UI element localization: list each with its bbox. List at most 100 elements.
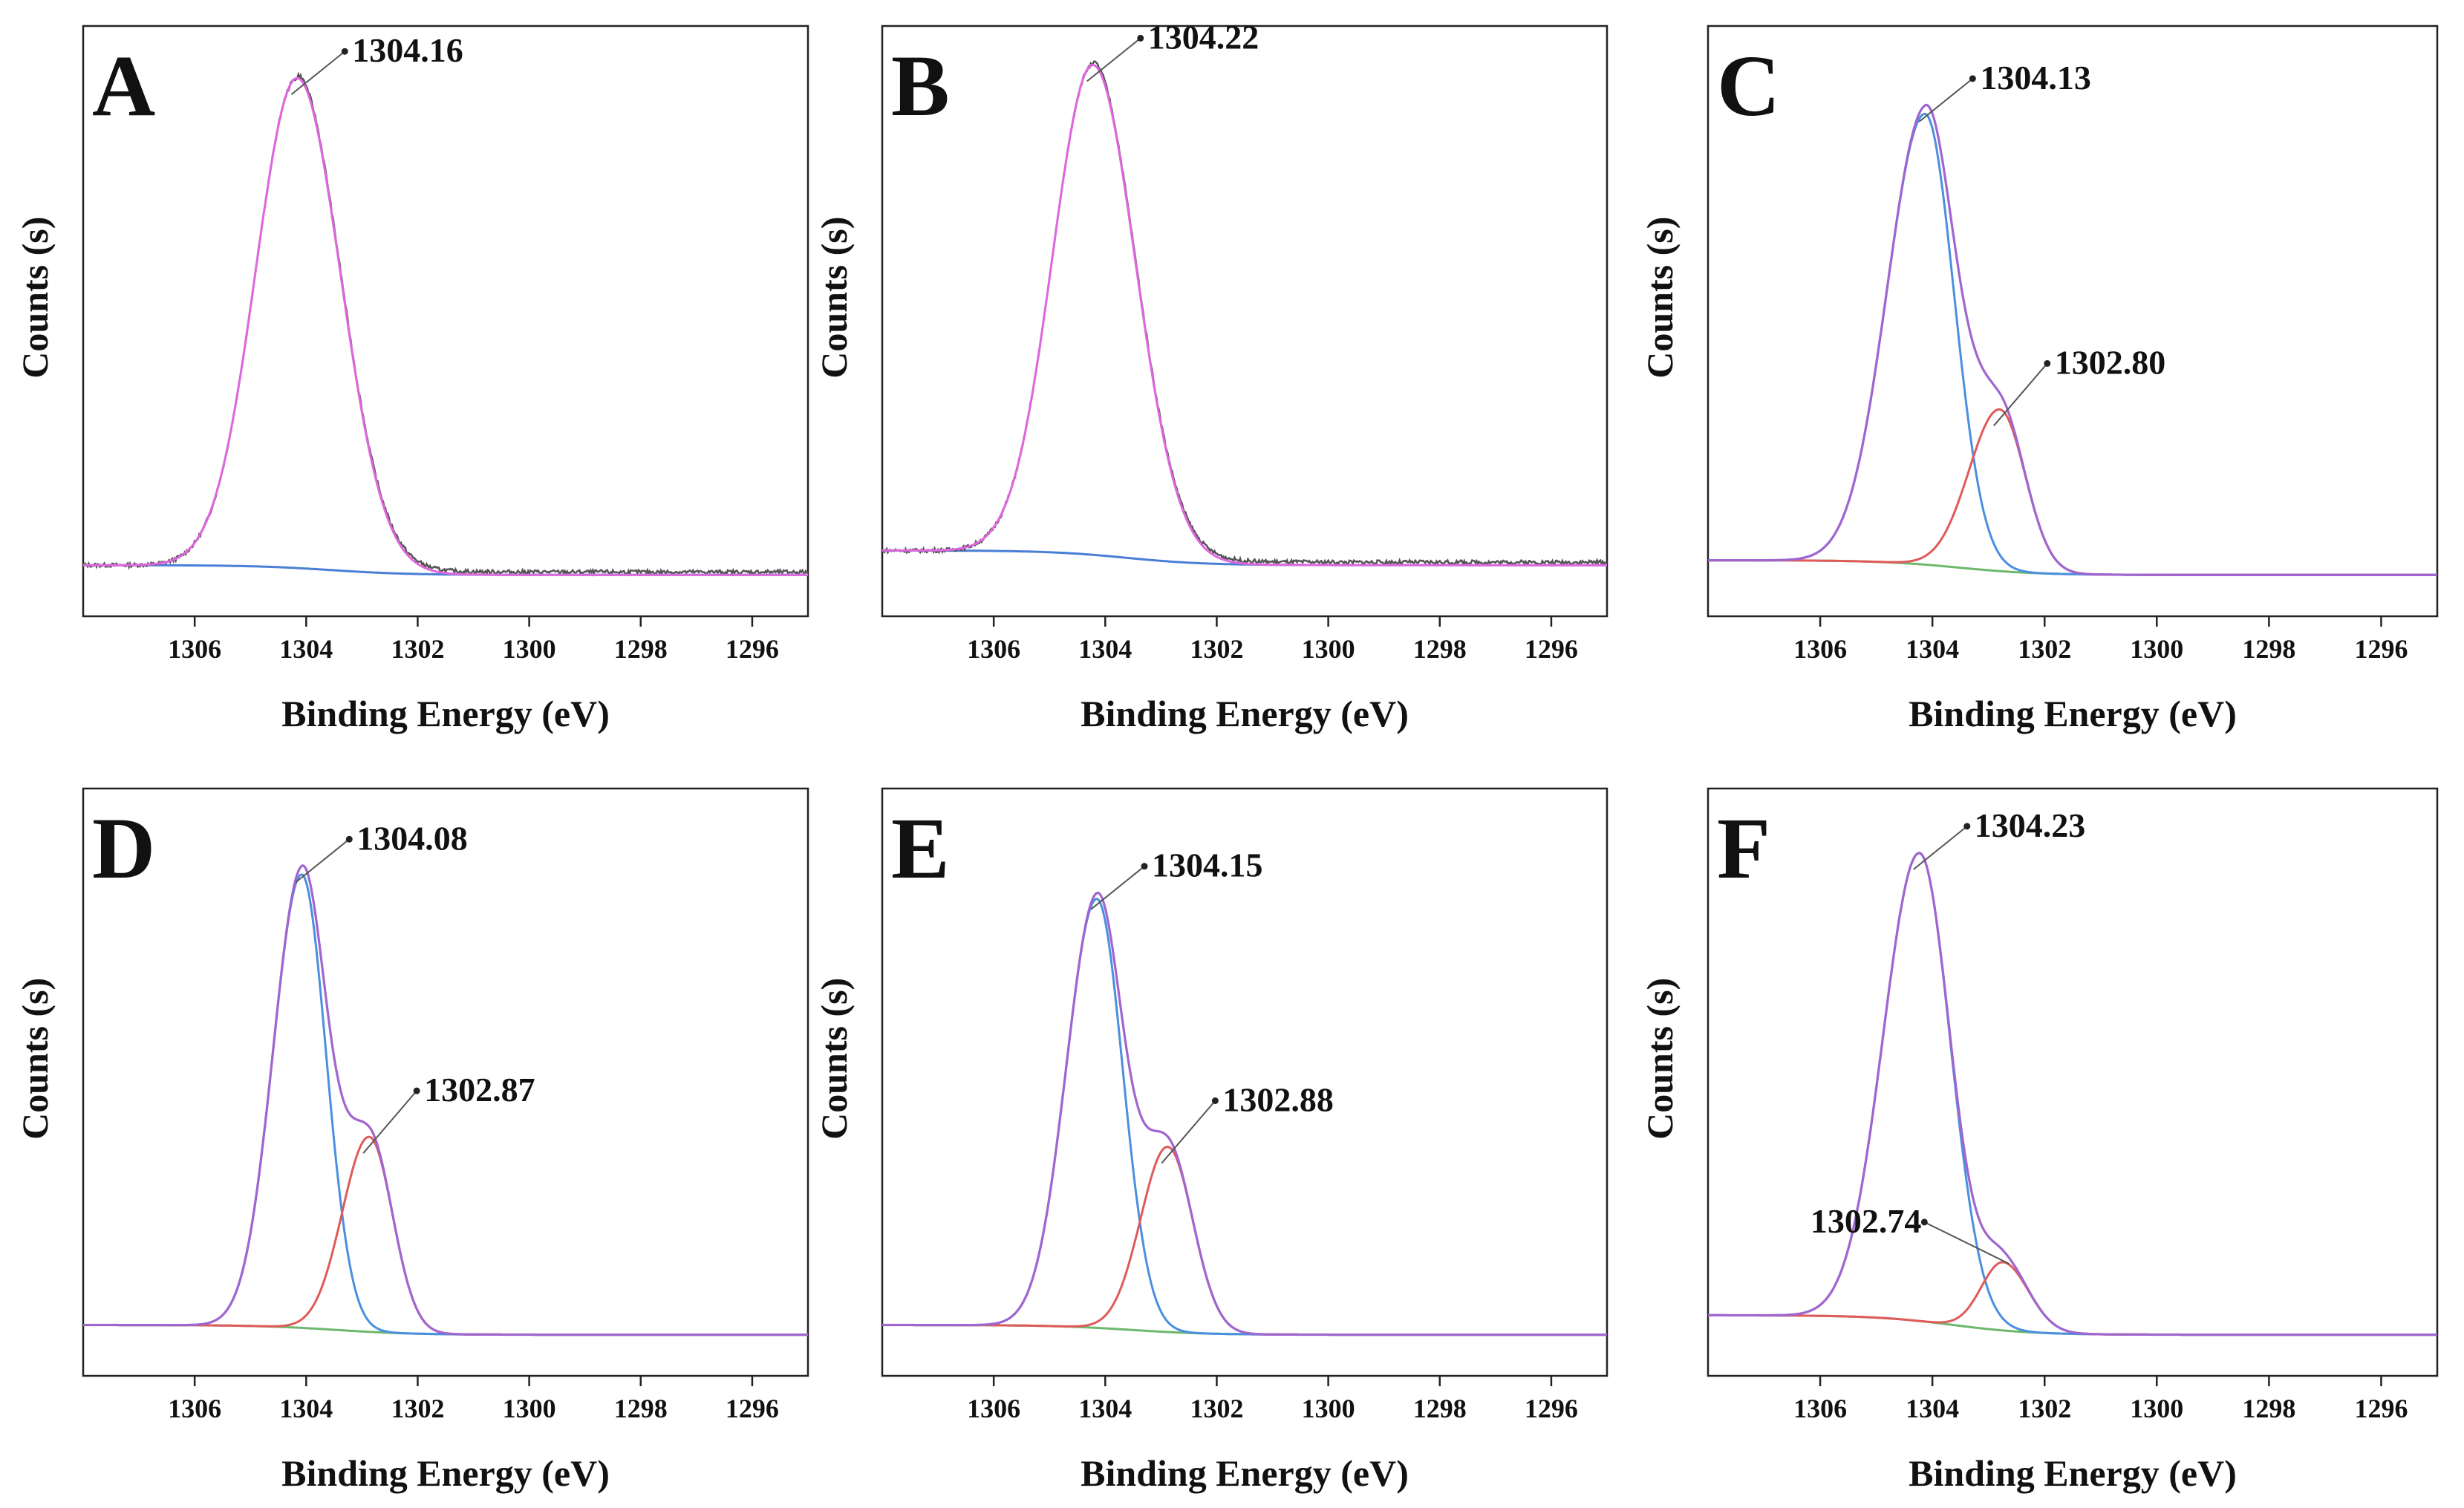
annotation-arrowhead — [2044, 359, 2051, 367]
x-tick-label: 1304 — [1906, 1394, 1959, 1423]
raw-data-line — [881, 60, 1608, 567]
plot-frame — [82, 25, 809, 618]
panel-letter: D — [92, 800, 155, 897]
annotation-leader — [1923, 1221, 2010, 1264]
fit-line — [83, 76, 808, 576]
panel-letter: E — [891, 800, 950, 897]
envelope-line — [83, 864, 808, 1336]
y-axis-label: Counts (s) — [14, 978, 56, 1140]
x-tick-label: 1304 — [1906, 634, 1959, 664]
envelope-line — [1708, 852, 2437, 1336]
annotation-arrowhead — [1137, 34, 1144, 42]
x-axis-label: Binding Energy (eV) — [1081, 1452, 1409, 1494]
x-tick-label: 1298 — [1413, 1394, 1467, 1423]
panel-a: 1306 1304 1302 1300 1298 1296 Binding Energy (… — [14, 25, 809, 734]
x-tick-label: 1300 — [503, 634, 556, 664]
x-axis-label: Binding Energy (eV) — [1081, 693, 1409, 734]
x-tick-label: 1300 — [2130, 1394, 2183, 1423]
x-tick-label: 1306 — [1793, 634, 1847, 664]
annotation-leader — [1993, 362, 2048, 427]
annotation-leader — [290, 50, 345, 96]
plot-frame — [881, 787, 1609, 1377]
annotation-leader — [295, 838, 350, 884]
x-tick-label: 1300 — [1302, 634, 1355, 664]
panel-f: 1306 1304 1302 1300 1298 1296 Binding Energy (… — [1639, 787, 2439, 1494]
peak-annotation: 1302.88 — [1222, 1081, 1334, 1119]
annotation-leader — [1918, 78, 1973, 123]
component-line-1 — [1708, 852, 2437, 1336]
x-tick-label: 1298 — [2242, 1394, 2295, 1423]
x-tick-label: 1306 — [1793, 1394, 1847, 1423]
x-axis-label: Binding Energy (eV) — [281, 1452, 610, 1494]
peak-annotation: 1304.22 — [1148, 18, 1259, 56]
panel-b: 1306 1304 1302 1300 1298 1296 Binding Energy (… — [813, 18, 1609, 734]
x-tick-label: 1302 — [391, 1394, 444, 1423]
x-tick-label: 1298 — [614, 634, 668, 664]
fit-line — [882, 63, 1607, 567]
x-tick-label: 1306 — [967, 634, 1020, 664]
y-axis-label: Counts (s) — [813, 217, 855, 379]
annotation-leader — [362, 1090, 417, 1154]
peak-annotation: 1302.74 — [1810, 1202, 1922, 1240]
plot-frame — [881, 25, 1609, 618]
x-axis-label: Binding Energy (eV) — [281, 693, 610, 734]
x-tick-label: 1304 — [279, 634, 333, 664]
x-tick-label: 1298 — [1413, 634, 1467, 664]
x-tick-label: 1296 — [1525, 634, 1578, 664]
panel-letter: C — [1717, 37, 1780, 134]
x-tick-label: 1304 — [279, 1394, 333, 1423]
annotation-arrowhead — [413, 1087, 420, 1094]
component-line-2 — [882, 1145, 1607, 1336]
x-axis-label: Binding Energy (eV) — [1909, 1452, 2237, 1494]
x-tick-label: 1298 — [614, 1394, 668, 1423]
x-tick-label: 1302 — [2018, 1394, 2071, 1423]
component-line-2 — [1708, 408, 2437, 576]
x-tick-label: 1306 — [168, 1394, 221, 1423]
annotation-arrowhead — [1963, 823, 1971, 830]
x-tick-label: 1300 — [1302, 1394, 1355, 1423]
annotation-leader — [1161, 1100, 1216, 1164]
peak-annotation: 1304.16 — [352, 31, 463, 69]
annotation-leader — [1090, 865, 1145, 910]
envelope-line — [882, 891, 1607, 1336]
annotation-arrowhead — [341, 48, 348, 55]
x-tick-label: 1306 — [967, 1394, 1020, 1423]
x-tick-label: 1302 — [391, 634, 444, 664]
x-tick-label: 1302 — [1190, 634, 1243, 664]
peak-annotation: 1302.87 — [424, 1071, 535, 1109]
plot-frame — [82, 787, 809, 1377]
raw-data-line — [82, 71, 809, 577]
y-axis-label: Counts (s) — [1639, 978, 1681, 1140]
annotation-arrowhead — [345, 835, 353, 843]
peak-annotation: 1304.13 — [1980, 59, 2091, 97]
envelope-line — [1708, 103, 2437, 576]
peak-annotation: 1304.15 — [1152, 846, 1263, 884]
peak-annotation: 1302.80 — [2055, 343, 2166, 381]
panel-d: 1306 1304 1302 1300 1298 1296 Binding Energy (… — [14, 787, 809, 1494]
y-axis-label: Counts (s) — [1639, 217, 1681, 379]
plot-frame — [1707, 787, 2439, 1377]
x-tick-label: 1296 — [2354, 634, 2408, 664]
annotation-arrowhead — [1920, 1218, 1928, 1226]
y-axis-label: Counts (s) — [14, 217, 56, 379]
annotation-arrowhead — [1211, 1097, 1219, 1105]
component-line-2 — [1708, 1261, 2437, 1336]
peak-annotation: 1304.08 — [356, 819, 467, 857]
component-line-2 — [83, 1135, 808, 1336]
annotation-leader — [1913, 826, 1968, 870]
panel-e: 1306 1304 1302 1300 1298 1296 Binding Energy (… — [813, 787, 1609, 1494]
annotation-leader — [1086, 37, 1141, 82]
x-tick-label: 1300 — [503, 1394, 556, 1423]
x-tick-label: 1298 — [2242, 634, 2295, 664]
x-tick-label: 1296 — [726, 634, 779, 664]
x-tick-label: 1296 — [2354, 1394, 2408, 1423]
x-tick-label: 1296 — [1525, 1394, 1578, 1423]
x-axis-label: Binding Energy (eV) — [1909, 693, 2237, 734]
x-tick-label: 1300 — [2130, 634, 2183, 664]
x-tick-label: 1302 — [1190, 1394, 1243, 1423]
peak-annotation: 1304.23 — [1975, 806, 2086, 844]
panel-letter: A — [92, 37, 155, 134]
x-tick-label: 1302 — [2018, 634, 2071, 664]
x-tick-label: 1304 — [1078, 1394, 1132, 1423]
